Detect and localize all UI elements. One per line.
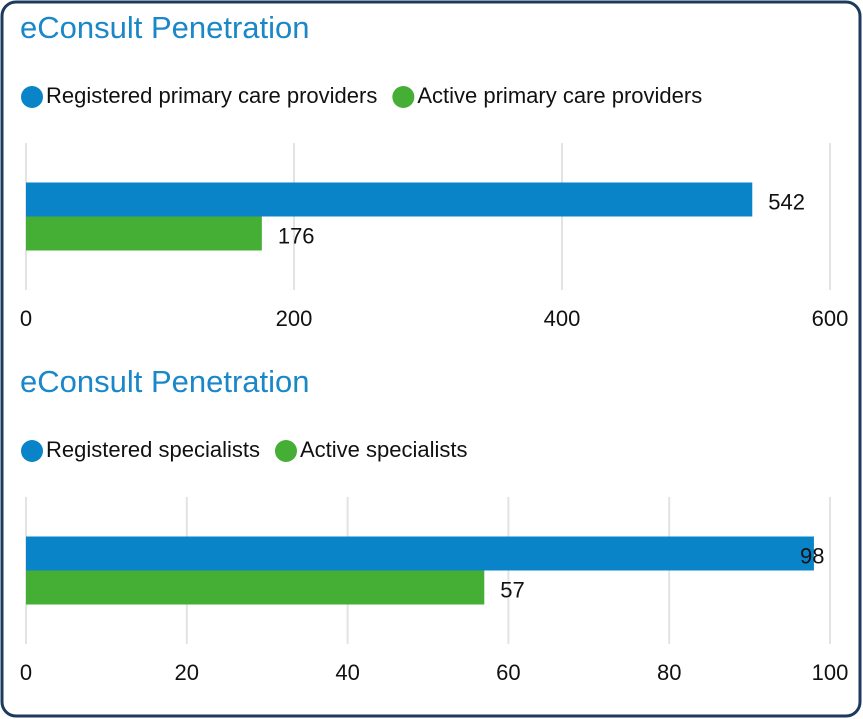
x-tick-label: 200: [276, 306, 313, 331]
chart-title: eConsult Penetration: [20, 10, 310, 45]
x-tick-label: 400: [544, 306, 581, 331]
chart-title: eConsult Penetration: [20, 364, 310, 399]
legend-swatch: [392, 86, 415, 108]
bar: [26, 216, 262, 251]
value-label: 176: [278, 223, 315, 248]
value-label: 98: [800, 543, 824, 568]
value-label: 542: [768, 189, 805, 214]
x-tick-label: 600: [812, 306, 849, 331]
x-tick-label: 0: [20, 306, 32, 331]
legend-swatch: [274, 440, 297, 462]
x-tick-label: 40: [335, 660, 359, 685]
legend-label: Active primary care providers: [417, 83, 702, 108]
x-tick-label: 0: [20, 660, 32, 685]
legend-swatch: [21, 440, 43, 462]
bar: [26, 536, 814, 571]
legend-label: Registered specialists: [46, 437, 260, 462]
x-tick-label: 100: [812, 660, 849, 685]
legend-label: Active specialists: [300, 437, 468, 462]
x-tick-label: 80: [657, 660, 681, 685]
x-tick-label: 20: [175, 660, 199, 685]
legend-swatch: [21, 86, 43, 108]
x-tick-label: 60: [496, 660, 520, 685]
bar: [26, 570, 485, 605]
bar: [26, 182, 753, 217]
legend-label: Registered primary care providers: [46, 83, 377, 108]
value-label: 57: [500, 577, 524, 602]
